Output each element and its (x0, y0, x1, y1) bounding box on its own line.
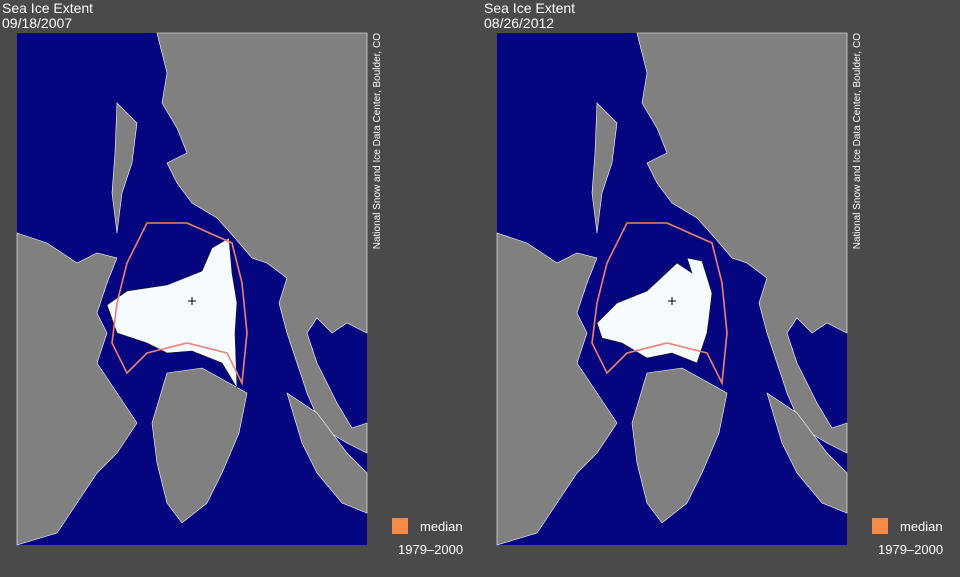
land (766, 392, 848, 514)
land (151, 367, 248, 524)
land (636, 32, 848, 454)
median-line (111, 222, 248, 386)
map-title: Sea Ice Extent (484, 0, 575, 16)
credit: National Snow and Ice Data Center, Bould… (372, 33, 383, 249)
map-panel (496, 32, 848, 546)
land (156, 32, 368, 454)
legend-swatch (872, 518, 888, 534)
legend-label: median (900, 519, 943, 534)
legend-swatch (392, 518, 408, 534)
land (496, 232, 618, 546)
credit: National Snow and Ice Data Center, Bould… (852, 33, 863, 249)
legend-period: 1979–2000 (398, 542, 463, 557)
land (286, 392, 368, 514)
map-date: 09/18/2007 (2, 15, 72, 31)
land (631, 367, 728, 524)
land (16, 232, 138, 546)
land (591, 102, 618, 234)
median-line (591, 222, 728, 386)
pole-marker (188, 297, 196, 305)
legend-label: median (420, 519, 463, 534)
legend-period: 1979–2000 (878, 542, 943, 557)
pole-marker (668, 297, 676, 305)
map-date: 08/26/2012 (484, 15, 554, 31)
land (111, 102, 138, 234)
map-panel (16, 32, 368, 546)
sea-ice (106, 237, 238, 389)
map-title: Sea Ice Extent (2, 0, 93, 16)
